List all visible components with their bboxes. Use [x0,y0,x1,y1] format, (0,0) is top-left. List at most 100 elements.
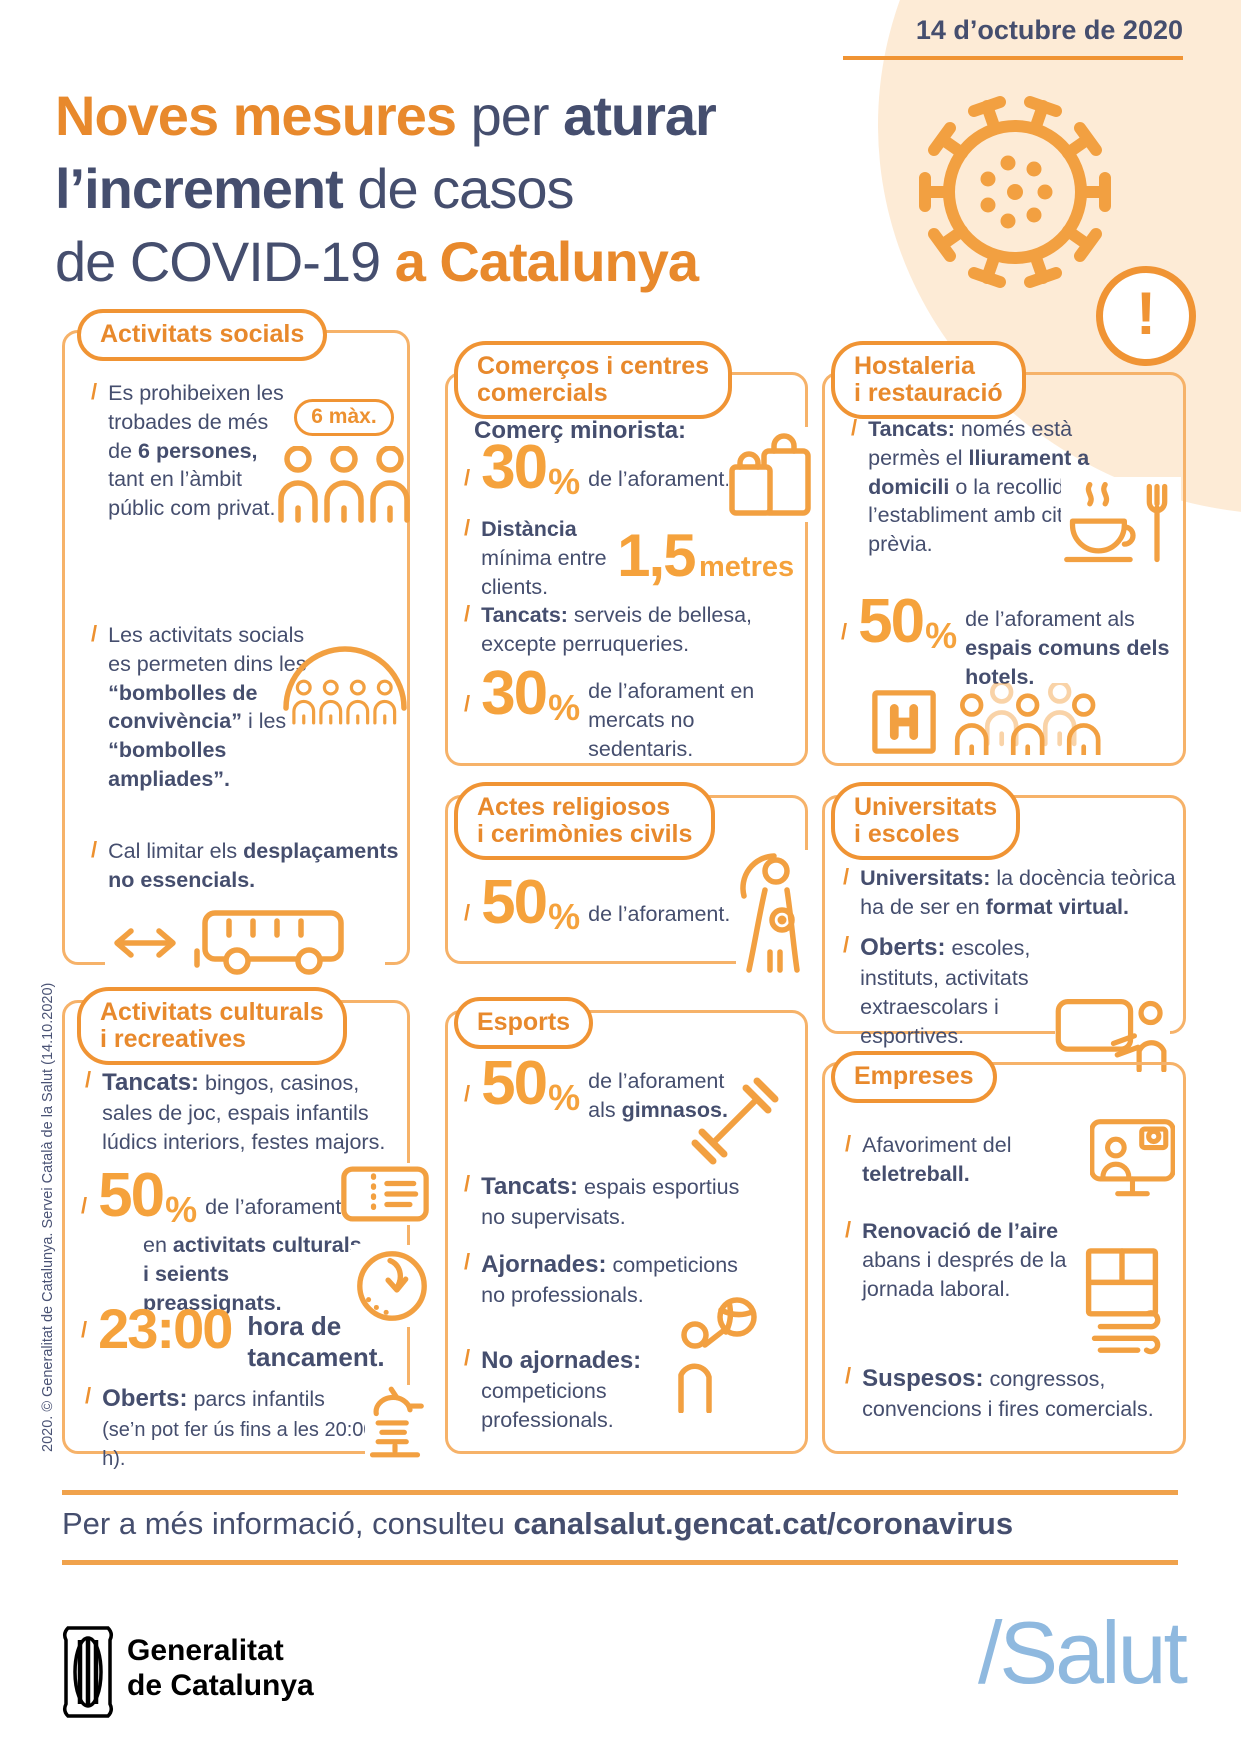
six-max-badge: 6 màx. [294,399,394,436]
item-text: escoles, instituts, activitats extraesco… [860,936,1031,1048]
box-activitats-socials: Activitats socials / Es prohibeixen les … [62,309,413,988]
item-text: tant en l’àmbit públic com privat. [108,467,276,521]
distance-value: 1,5 metres [617,515,794,601]
item-text: de l’aforament en mercats no sedentaris. [588,679,755,761]
item-text-bold: teletreball. [862,1161,970,1186]
item-text-bold: Tancats: [102,1069,200,1096]
slash-bullet: / [851,415,858,440]
item-text: espais esportius no supervisats. [481,1175,740,1230]
slash-bullet: / [845,1131,852,1156]
list-item: / Es prohibeixen les trobades de més de … [91,379,286,523]
item-text: Cal limitar els [108,839,244,863]
big-number: 50 [858,587,925,656]
box-title-pill: Hostaleria i restauració [831,341,1026,419]
percent-sign: % [548,896,581,937]
big-number: 30 [481,433,548,502]
item-text-bold: activitats culturals i seients preassign… [143,1233,362,1315]
generalitat-wordmark: Generalitat de Catalunya [127,1634,314,1704]
generalitat-line1: Generalitat [127,1634,284,1667]
title-orange-1: Noves mesures [55,84,457,147]
footer-rule-top [62,1490,1178,1495]
box-title-line2: i cerimònies civils [477,819,693,848]
item-text-bold: Universitats: [860,866,991,890]
slash-bullet: / [464,1345,471,1370]
capacity-item: / 30% de l’aforament en mercats no seden… [464,662,793,763]
capacity-item: / 50% de l’aforament als espais comuns d… [841,587,1200,691]
salut-wordmark: /Salut [977,1603,1188,1702]
slash-bullet: / [464,1171,471,1196]
item-text: només està permès el [868,417,1073,470]
box-activitats-culturals: Activitats culturals i recreatives / Tan… [62,987,433,1470]
closed-item: / Tancats: serveis de bellesa, excepte p… [464,601,781,659]
box-title: Esports [477,1008,571,1036]
slash-bullet: / [81,1193,88,1218]
title-rest-2: de casos [342,156,574,220]
unit-label: metres [699,551,795,583]
percent-sign: % [548,461,581,502]
item-text-bold: Oberts: [102,1385,188,1412]
box-title-line1: Activitats culturals [100,998,324,1026]
box-title: Activitats socials [100,320,305,348]
percent-sign: % [548,687,581,728]
item-text: parcs infantils [187,1387,325,1411]
item-text-bold: lliurament a domicili [868,445,1090,499]
slash-bullet: / [464,900,471,925]
list-item: / Tancats: bingos, casinos, sales de joc… [85,1067,402,1157]
generalitat-line2: de Catalunya [127,1668,314,1702]
generalitat-logo [62,1626,114,1718]
hotel-guests-icon [953,683,1113,755]
box-empreses: Empreses / Afavoriment del teletreball. … [822,1051,1186,1454]
box-title-pill: Actes religiosos i cerimònies civils [454,782,716,860]
info-text: Per a més informació, consulteu [62,1506,514,1541]
cafe-icon [1061,477,1181,569]
page-title: Noves mesures per aturar l’increment de … [55,80,717,298]
mobility-figure [105,905,385,988]
dumbbell-icon [691,1077,779,1165]
percent-sign: % [165,1189,198,1230]
box-title-pill: Comerços i centres comercials [454,341,733,419]
big-number: 1,5 [617,522,696,589]
footer-rule-bottom [62,1560,1178,1565]
slash-bullet: / [843,932,850,957]
percent-sign: % [925,615,958,656]
hotel-figure [871,683,1113,755]
capacity-item: / 50% de l’aforament en activitats cultu… [81,1161,371,1317]
item-text-bold: Tancats: [481,1173,579,1200]
box-title-line2: comercials [477,378,608,407]
item-text: abans i després de la jornada laboral. [862,1247,1067,1301]
box-title-line1: Universitats [854,793,998,821]
more-info-line: Per a més informació, consulteu canalsal… [62,1506,1013,1542]
hotel-sign-icon [872,690,936,754]
slash-bullet: / [843,864,850,889]
item-text-bold: tancament. [247,1341,385,1372]
item-text-bold: Suspesos: [862,1365,984,1392]
distance-item: / Distància mínima entre clients. 1,5 me… [464,515,794,601]
ticket-icon [341,1163,429,1225]
six-max-figure: 6 màx. [275,399,413,531]
box-title-pill: Esports [454,997,594,1049]
list-item: / Tancats: espais esportius no supervisa… [464,1171,751,1232]
box-hostaleria: Hostaleria i restauració / Tancats: nomé… [822,341,1186,766]
slash-bullet: / [81,1317,88,1342]
capacity-item: / 50% de l’aforament. [464,871,730,938]
slash-bullet: / [91,621,98,646]
date: 14 d’octubre de 2020 [915,15,1183,45]
item-text-bold: No ajornades: [481,1347,642,1374]
list-item: / Suspesos: congressos, convencions i fi… [845,1363,1182,1424]
slash-bullet: / [464,1081,471,1106]
item-text-bold: hora de [247,1311,342,1341]
list-item: / Les activitats socials es permeten din… [91,621,308,794]
item-text-bold: Oberts: [860,934,946,961]
slash-bullet: / [464,465,471,490]
capacity-item: / 30% de l’aforament. [464,433,730,503]
item-text: Les activitats socials es permeten dins … [108,623,307,676]
slash-bullet: / [464,515,471,540]
item-text-bold: “bombolles de convivència” [108,680,258,734]
item-text-bold: 6 persones, [138,438,258,463]
slash-bullet: / [91,379,98,404]
list-item: / Universitats: la docència teòrica ha d… [843,864,1178,922]
big-number: 50 [98,1161,165,1230]
date-underline [843,56,1183,60]
list-item: / Cal limitar els desplaçaments no essen… [91,837,403,895]
